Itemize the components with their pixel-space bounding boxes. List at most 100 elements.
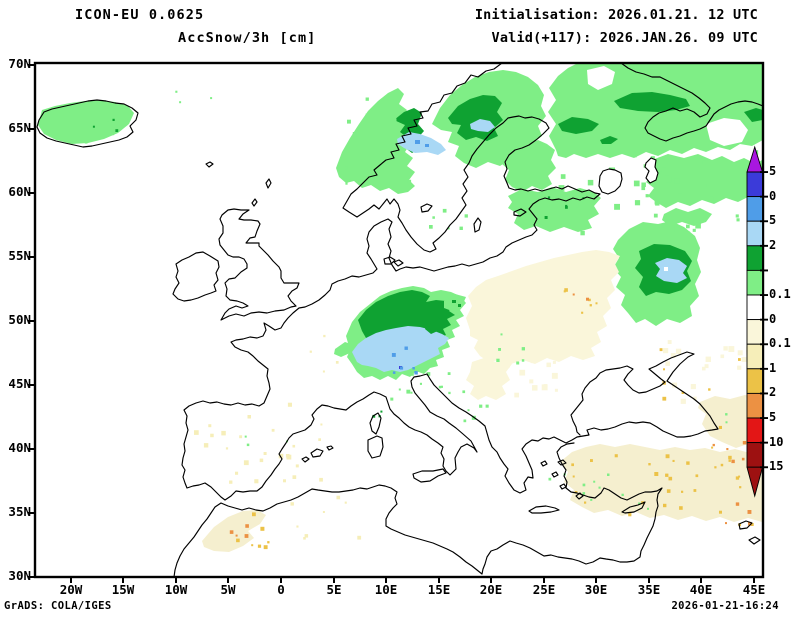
- lat-tick: [28, 320, 35, 322]
- speckle-balkan-green: [485, 404, 489, 408]
- speckle-algeria-dots: [357, 535, 362, 540]
- speckle-romania-ivory: [514, 392, 519, 398]
- nwrussia-core3: [744, 108, 762, 122]
- lake-ladoga: [598, 168, 623, 195]
- colorbar-label: 0: [769, 188, 777, 203]
- lon-tick: [280, 577, 282, 583]
- speckle-morocco-orange: [229, 530, 234, 534]
- speckle-sweden-south-green: [459, 226, 463, 230]
- speckle-spain-paleyellow: [286, 454, 292, 460]
- speckle-turkey-gold: [735, 476, 740, 480]
- speckle-romania-ivory: [552, 360, 556, 364]
- speckle-pontic-ivory: [737, 365, 742, 370]
- speckle-norway-extra-green: [376, 142, 380, 146]
- speckle-pontic-ivory: [667, 340, 672, 344]
- model-title: ICON-EU 0.0625: [75, 7, 205, 23]
- speckle-azerb-orange: [735, 502, 740, 506]
- coastline-anatolia-africa: [173, 442, 663, 576]
- colorbar-segment-red: [746, 417, 763, 444]
- colorbar-segment-paleyellow: [746, 343, 763, 370]
- speckle-baltic-darkgreen: [547, 196, 551, 199]
- speckle-turkey-gold: [590, 459, 593, 462]
- baltics-snow: [508, 187, 601, 232]
- colorbar-tick: [760, 417, 768, 419]
- colorbar-label: 0.1: [769, 336, 791, 351]
- speckle-romania-ivory: [529, 379, 534, 384]
- speckle-balkan-green: [463, 419, 467, 423]
- speckle-alps-medblue-specks: [414, 371, 418, 375]
- speckle-spain-paleyellow: [271, 428, 275, 432]
- lon-tick: [543, 577, 545, 583]
- island-aegean2: [551, 471, 559, 478]
- colorbar-tick: [760, 294, 768, 296]
- lon-label-20W: 20W: [59, 582, 83, 597]
- speckle-turkey-gold: [672, 459, 675, 462]
- speckle-spain-paleyellow: [283, 479, 286, 483]
- speckle-turkey-gold: [668, 476, 673, 481]
- speckle-morocco-gold: [257, 544, 262, 548]
- speckle-ukraine-gold: [589, 304, 592, 307]
- speckle-sweden-south-green: [432, 216, 435, 219]
- speckle-azerb-orange: [747, 510, 752, 514]
- lon-label-25E: 25E: [532, 582, 556, 597]
- colorbar-label: 1: [769, 360, 777, 375]
- speckle-wrussia-green: [632, 152, 637, 158]
- coastline-kola-whitesea: [621, 64, 762, 142]
- speckle-turkey-gold: [693, 489, 697, 492]
- colorbar-tick: [760, 244, 768, 247]
- speckle-azerb-orange: [731, 459, 735, 464]
- speckle-wrussia-green: [575, 204, 579, 208]
- speckle-spain-green: [246, 443, 250, 447]
- colorbar-label: 0.1: [769, 287, 791, 301]
- alps-snow-blue: [352, 326, 449, 372]
- speckle-pontic-ivory: [670, 353, 676, 358]
- speckle-spain-paleyellow: [295, 464, 299, 468]
- speckle-carpathia-green: [521, 347, 525, 351]
- speckle-alps-south-green: [426, 372, 431, 376]
- speckle-corsica-green: [380, 410, 383, 413]
- speckle-pontic-ivory: [720, 354, 725, 359]
- coastline-great-britain: [218, 208, 300, 321]
- iceland-snow: [38, 100, 134, 144]
- speckle-iceland-extra-green: [84, 140, 88, 144]
- russia-arm-snow2: [662, 208, 712, 226]
- speckle-turkey-gold: [714, 466, 717, 469]
- colorbar-tick: [760, 195, 768, 198]
- speckle-turkey-gold: [686, 461, 690, 465]
- speckle-pontic-ivory: [704, 364, 709, 369]
- island-ibiza: [301, 456, 310, 463]
- speckle-algeria-dots: [296, 525, 299, 528]
- lake-van: [738, 520, 753, 530]
- island-zealand: [383, 256, 396, 265]
- speckle-alps-south-green: [406, 389, 411, 394]
- speckle-france-dots: [323, 334, 326, 338]
- speckle-spain-paleyellow: [243, 460, 249, 466]
- speckle-alps-south-green: [448, 391, 451, 395]
- norway-snow-blue: [397, 132, 446, 155]
- speckle-carpathia-green: [521, 359, 525, 362]
- speckle-wrussia-green: [641, 186, 646, 191]
- island-shetland: [265, 178, 272, 189]
- speckle-azerb-orange: [725, 522, 727, 525]
- whitesea-hole2: [706, 118, 748, 146]
- grads-stamp: GrADS: COLA/IGES: [4, 600, 112, 612]
- speckle-wrussia-green: [558, 185, 565, 191]
- speckle-pontic-gold: [681, 391, 685, 394]
- speckle-azerb-gold: [750, 523, 754, 526]
- speckle-russia-arm-green: [667, 199, 672, 204]
- speckle-pontic-ivory: [666, 361, 670, 365]
- colorbar-segment-white: [746, 294, 763, 321]
- speckle-spain-paleyellow: [210, 433, 214, 438]
- speckle-spain-paleyellow: [239, 435, 243, 439]
- speckle-romania-ivory: [503, 361, 510, 368]
- speckle-romania-ivory: [530, 359, 535, 364]
- colorbar-segment-indigo: [746, 171, 763, 198]
- speckle-spain-paleyellow: [292, 444, 296, 448]
- speckle-azerb-orange: [741, 457, 745, 461]
- speckle-spain-paleyellow: [318, 438, 321, 441]
- colorbar-segment-orange: [746, 392, 763, 419]
- norway-snow: [336, 88, 415, 194]
- island-crete: [528, 505, 560, 514]
- lon-tick: [700, 577, 702, 583]
